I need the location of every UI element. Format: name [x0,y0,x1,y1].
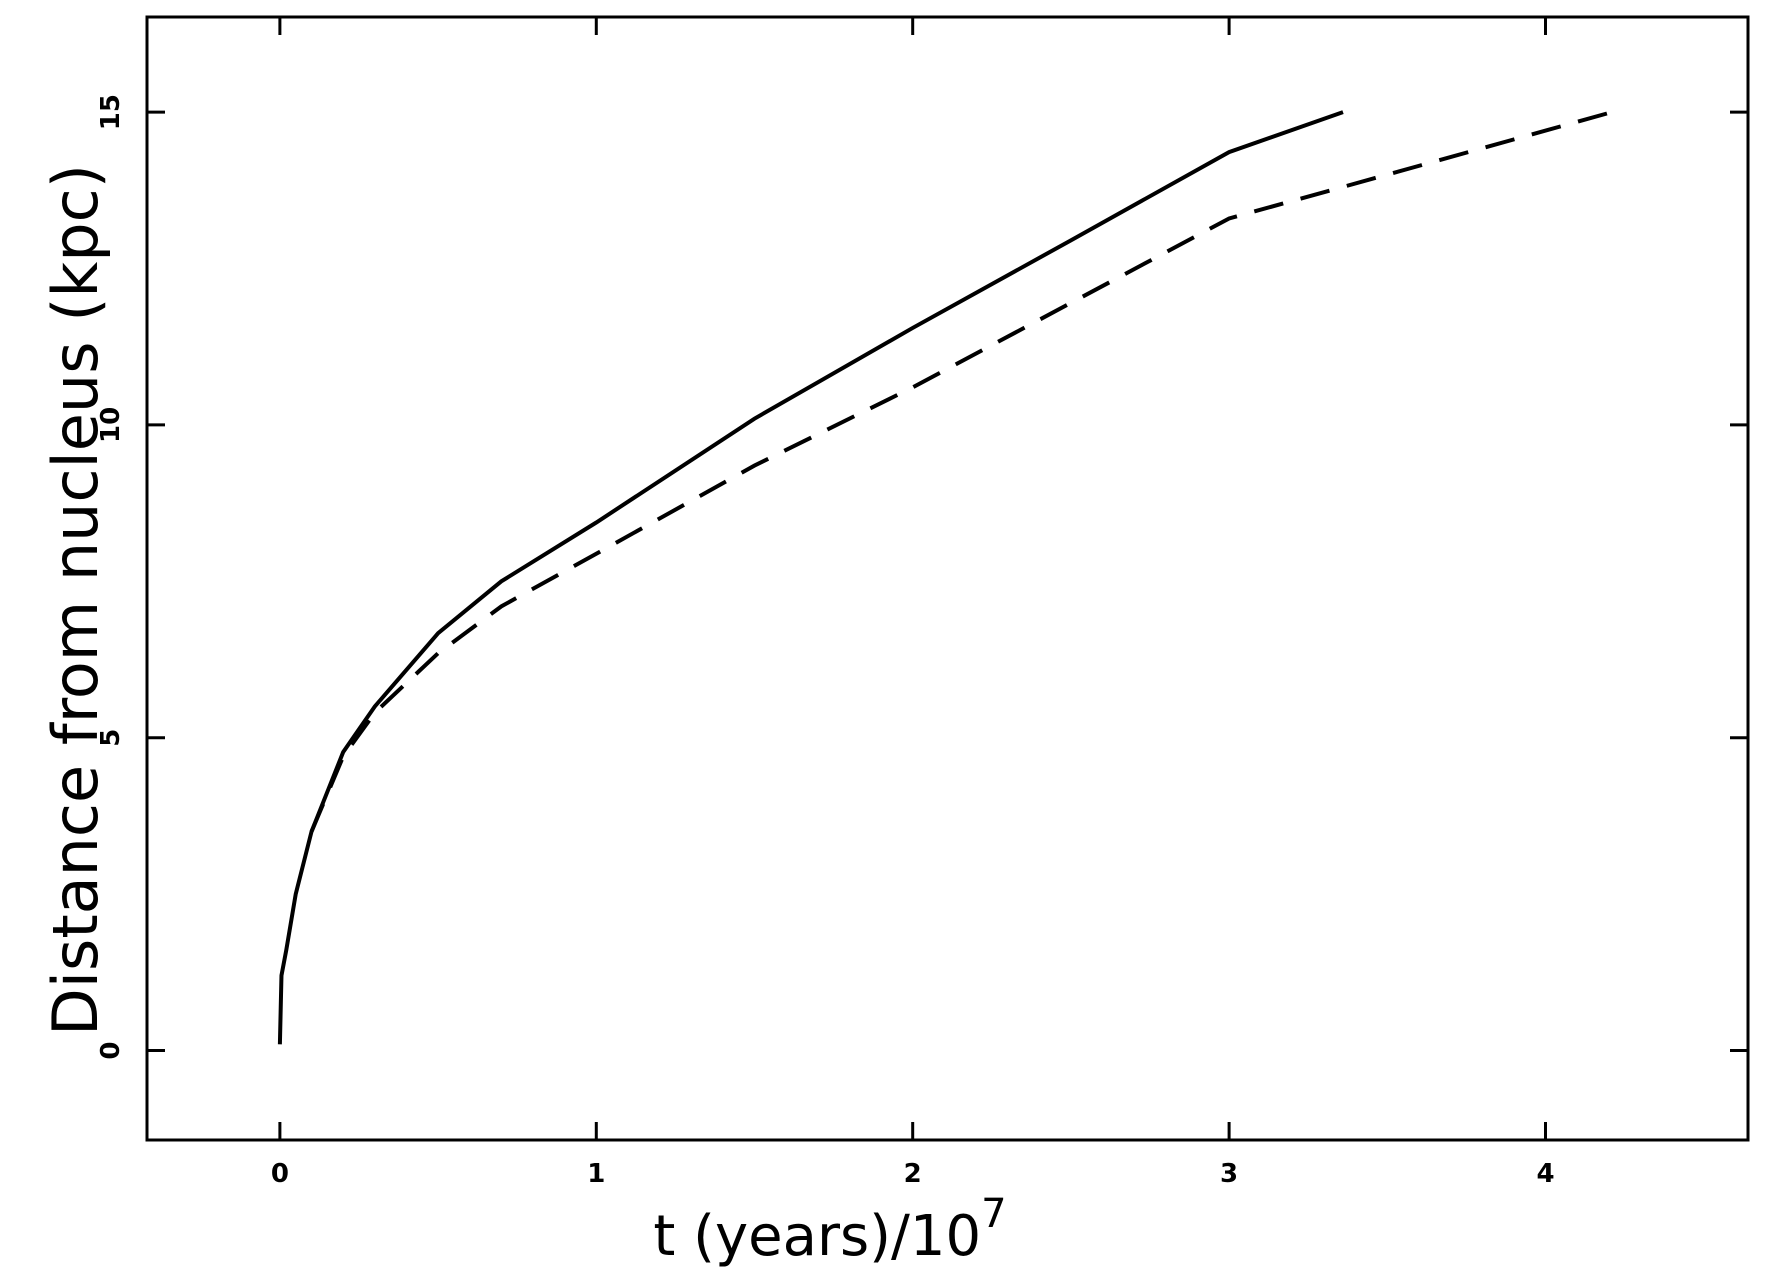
x-tick-label: 2 [904,1159,922,1189]
x-tick-label: 0 [271,1159,289,1189]
y-tick-label: 5 [96,729,126,747]
y-tick-label: 15 [96,94,126,130]
x-tick-label: 1 [587,1159,605,1189]
line-series [277,110,1344,1045]
x-axis-label: t (years)/107 [653,1191,1006,1269]
line-series [309,110,1613,833]
y-tick-label: 10 [96,407,126,443]
x-tick-label: 4 [1536,1159,1554,1189]
y-axis-label: Distance from nucleus (kpc) [39,164,112,1036]
x-label-text: t (years)/10 [653,1204,981,1269]
x-label-exponent: 7 [981,1191,1006,1237]
y-tick-label: 0 [96,1041,126,1059]
x-tick-label: 3 [1220,1159,1238,1189]
plot-frame [145,15,1750,1142]
